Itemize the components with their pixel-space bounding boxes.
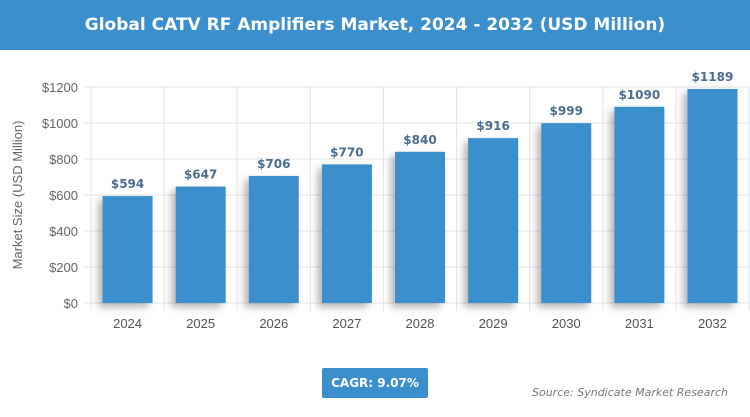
data-label: $1189 — [692, 70, 734, 84]
bar-2026 — [248, 175, 299, 303]
x-tick-label: 2028 — [406, 316, 435, 331]
bar-chart: $0 $200 $400 $600 $800 $1000 $1200 $594 2024 $647… — [10, 70, 750, 331]
data-label: $916 — [476, 119, 509, 133]
x-tick-label: 2024 — [113, 316, 142, 331]
data-label: $647 — [184, 168, 217, 182]
data-label: $840 — [403, 133, 436, 147]
x-tick-label: 2029 — [479, 316, 508, 331]
data-label: $770 — [330, 145, 363, 159]
y-tick-label: $0 — [64, 296, 78, 311]
bar-2024 — [102, 196, 153, 303]
x-tick-label: 2027 — [332, 316, 361, 331]
y-tick-label: $1200 — [42, 80, 78, 95]
data-label: $706 — [257, 157, 290, 171]
y-tick-label: $200 — [49, 260, 78, 275]
x-tick-label: 2025 — [186, 316, 215, 331]
y-tick-label: $400 — [49, 224, 78, 239]
y-tick-label: $1000 — [42, 116, 78, 131]
bar-2027 — [321, 164, 372, 303]
data-label: $1090 — [618, 88, 660, 102]
x-tick-label: 2030 — [552, 316, 581, 331]
data-label: $594 — [111, 177, 144, 191]
x-tick-label: 2032 — [698, 316, 727, 331]
bar-2032 — [687, 88, 738, 303]
x-tick-label: 2026 — [259, 316, 288, 331]
chart-title: Global CATV RF Amplifiers Market, 2024 -… — [0, 0, 750, 50]
cagr-badge: CAGR: 9.07% — [322, 368, 428, 398]
y-axis-title: Market Size (USD Million) — [10, 121, 25, 270]
y-tick-label: $600 — [49, 188, 78, 203]
bar-2029 — [468, 138, 519, 303]
x-tick-label: 2031 — [625, 316, 654, 331]
data-label: $999 — [550, 104, 583, 118]
bar-2030 — [541, 123, 592, 304]
bar-2031 — [614, 106, 665, 303]
y-tick-label: $800 — [49, 152, 78, 167]
bar-2028 — [395, 151, 445, 303]
bar-2025 — [175, 186, 226, 303]
source-note: Source: Syndicate Market Research — [532, 386, 728, 399]
